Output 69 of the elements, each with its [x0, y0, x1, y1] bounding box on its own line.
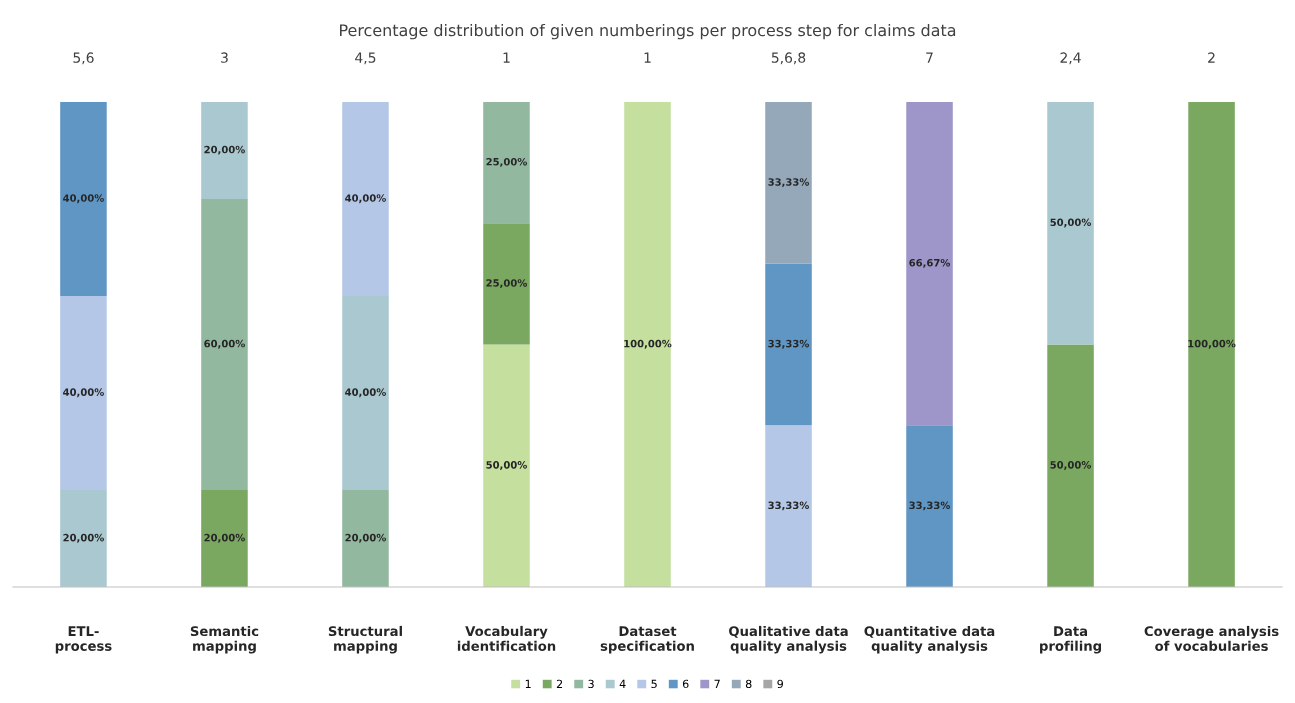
data-label: 40,00%	[345, 388, 386, 398]
x-tick-label: Data profiling	[1040, 626, 1102, 654]
data-label: 60,00%	[204, 339, 245, 349]
data-label: 20,00%	[63, 533, 104, 543]
bar	[1047, 101, 1094, 345]
data-label: 20,00%	[204, 533, 245, 543]
x-tick-label: Structural mapping	[328, 625, 402, 654]
legend-label: 2	[556, 679, 563, 688]
bar	[60, 295, 107, 490]
bar	[483, 344, 530, 587]
chart-title: Percentage distribution of given numberings per process step for claims data	[340, 23, 956, 40]
data-label: 40,00%	[345, 194, 386, 204]
bar	[201, 101, 248, 199]
data-label: 25,00%	[486, 279, 527, 289]
text: 2,4	[1060, 52, 1081, 65]
data-label: 20,00%	[204, 145, 245, 155]
x-tick-label: Dataset specification	[600, 626, 694, 654]
data-label: 25,00%	[486, 157, 527, 167]
data-label: 50,00%	[486, 461, 527, 470]
legend-label: 4	[619, 679, 626, 688]
bar	[483, 101, 530, 224]
data-label: 40,00%	[63, 388, 104, 398]
text: 2	[1208, 52, 1215, 63]
bar	[60, 101, 107, 296]
text: 5,6	[73, 52, 94, 65]
bar	[906, 101, 953, 426]
legend-label: 1	[525, 679, 531, 688]
legend-label: 7	[714, 679, 720, 688]
data-label: 40,00%	[63, 194, 104, 204]
bar	[624, 101, 671, 587]
text: 1	[503, 52, 510, 63]
bar	[483, 223, 530, 345]
bar	[342, 489, 389, 587]
legend-label: 9	[777, 679, 783, 689]
bar	[342, 295, 389, 490]
bar	[765, 101, 812, 264]
text: 5,6,8	[771, 52, 806, 65]
data-label: 100,00%	[624, 339, 672, 349]
legend-label: 6	[682, 679, 689, 689]
data-label: 20,00%	[345, 533, 386, 543]
x-tick-label: Vocabulary identification	[457, 625, 556, 651]
text: 3	[221, 52, 228, 63]
text: 1	[644, 52, 651, 63]
data-label: 33,33%	[768, 501, 810, 511]
data-label: 33,33%	[909, 501, 951, 511]
data-label: 50,00%	[1050, 218, 1092, 228]
x-tick-label: Qualitative data quality analysis	[729, 625, 848, 654]
data-label: 33,33%	[768, 178, 810, 187]
x-tick-label: Quantitative data quality analysis	[864, 625, 995, 654]
legend-label: 3	[588, 679, 594, 689]
legend-label: 8	[745, 679, 752, 689]
data-label: 66,67%	[909, 258, 951, 268]
x-tick-label: ETL- process	[55, 626, 112, 654]
bar	[765, 263, 812, 426]
data-label: 50,00%	[1050, 461, 1092, 470]
text: 4,5	[355, 52, 376, 65]
x-tick-label: Coverage analysis of vocabularies	[1144, 625, 1279, 651]
bar	[1188, 101, 1235, 587]
bar	[906, 425, 953, 587]
bar	[201, 489, 248, 587]
bar	[765, 425, 812, 587]
legend-label: 5	[651, 679, 657, 689]
x-tick-label: Semantic mapping	[190, 625, 259, 654]
bar	[60, 489, 107, 587]
bar	[342, 101, 389, 296]
text: 7	[926, 52, 933, 63]
bar	[1047, 344, 1094, 587]
data-label: 33,33%	[768, 339, 810, 349]
bar	[201, 198, 248, 490]
